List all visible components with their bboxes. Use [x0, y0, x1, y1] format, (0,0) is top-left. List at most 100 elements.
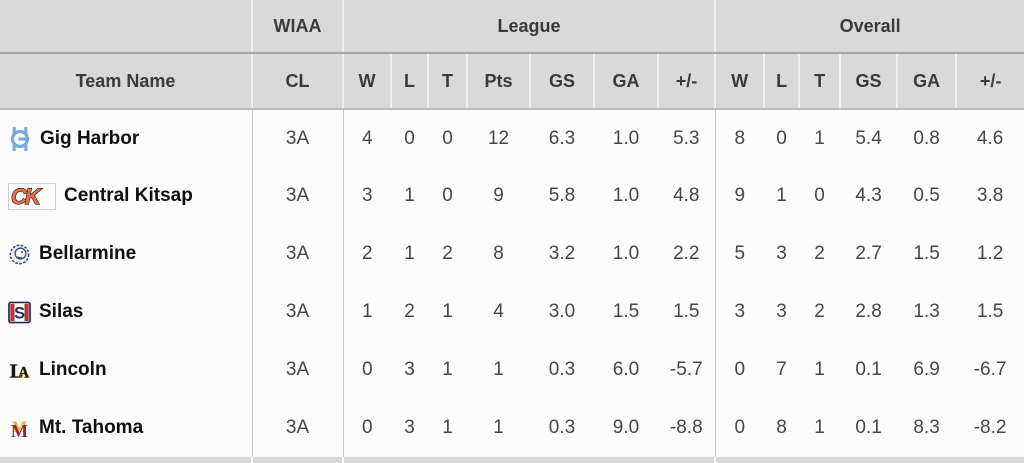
team-cell: Bellarmine	[0, 225, 253, 283]
table-row: CK Central Kitsap 3A 3 1 0 9 5.8 1.0 4.8 9 1 0 4.3 0.5…	[0, 167, 1024, 225]
group-header-league: League	[341, 0, 716, 54]
gig-harbor-logo-icon	[8, 126, 32, 151]
league-plusminus-cell: 2.2	[658, 225, 716, 283]
overall-t-cell: 1	[799, 399, 841, 457]
league-plusminus-cell: -5.7	[658, 341, 716, 399]
cl-cell: 3A	[252, 109, 344, 167]
svg-text:L: L	[10, 360, 23, 381]
overall-l-cell: 7	[764, 341, 800, 399]
overall-plusminus-cell: 4.6	[956, 109, 1024, 167]
column-header-row: Team Name CL W L T Pts GS GA +/- W L T G…	[0, 53, 1024, 110]
group-header-overall: Overall	[714, 0, 1024, 54]
silas-logo-icon: S	[8, 301, 31, 324]
cl-cell: 3A	[252, 225, 344, 283]
team-cell: CK Central Kitsap	[0, 167, 253, 225]
overall-t-cell: 1	[799, 109, 841, 167]
table-row: L A Lincoln 3A 0 3 1 1 0.3 6.0 -5.7 0 7 1 0.1 6.9 -6.7	[0, 341, 1024, 399]
overall-l-cell: 8	[764, 399, 800, 457]
overall-t-cell: 0	[799, 167, 841, 225]
league-w-cell: 2	[343, 225, 391, 283]
league-pts-cell: 12	[467, 109, 530, 167]
overall-w-cell: 9	[715, 167, 765, 225]
league-w-cell: 3	[343, 167, 391, 225]
cl-cell: 3A	[252, 341, 344, 399]
team-cell: S Silas	[0, 283, 253, 341]
overall-ga-cell: 1.5	[897, 225, 957, 283]
overall-ga-cell: 0.5	[897, 167, 957, 225]
league-w-cell: 4	[343, 109, 391, 167]
league-gs-cell: 3.0	[530, 283, 594, 341]
overall-w-cell: 0	[715, 399, 765, 457]
league-l-cell: 3	[391, 341, 428, 399]
league-t-cell: 1	[428, 341, 467, 399]
overall-w-cell: 0	[715, 341, 765, 399]
svg-text:CK: CK	[11, 184, 43, 209]
league-l-cell: 0	[391, 109, 428, 167]
league-ga-cell: 9.0	[594, 399, 658, 457]
bellarmine-logo-icon	[8, 243, 31, 266]
column-header-team-name: Team Name	[0, 53, 252, 110]
league-pts-cell: 8	[467, 225, 530, 283]
column-header-overall-plusminus: +/-	[955, 53, 1024, 110]
column-header-league-t: T	[427, 53, 467, 110]
team-name: Bellarmine	[39, 243, 137, 264]
svg-text:S: S	[14, 304, 25, 322]
cl-cell: 3A	[252, 283, 344, 341]
table-row: M M Mt. Tahoma 3A 0 3 1 1 0.3 9.0 -8.8 0 8 1 0.1 8.3 -8.…	[0, 399, 1024, 457]
table-row: Bellarmine 3A 2 1 2 8 3.2 1.0 2.2 5 3 2 2.7 1.5 1.2	[0, 225, 1024, 283]
league-t-cell: 0	[428, 167, 467, 225]
overall-l-cell: 3	[764, 225, 800, 283]
cl-cell: 3A	[252, 167, 344, 225]
column-header-league-ga: GA	[593, 53, 658, 110]
league-t-cell: 0	[428, 109, 467, 167]
league-l-cell: 2	[391, 283, 428, 341]
overall-plusminus-cell: -6.7	[956, 341, 1024, 399]
table-row: S Silas 3A 1 2 1 4 3.0 1.5 1.5 3 3 2 2.8 1.3 1.5	[0, 283, 1024, 341]
league-w-cell: 0	[343, 341, 391, 399]
league-w-cell: 1	[343, 283, 391, 341]
overall-gs-cell: 0.1	[840, 341, 898, 399]
standings-body: Gig Harbor 3A 4 0 0 12 6.3 1.0 5.3 8 0 1 5.4 0.8 4.6 CK…	[0, 109, 1024, 457]
overall-plusminus-cell: 3.8	[956, 167, 1024, 225]
column-header-overall-ga: GA	[896, 53, 957, 110]
column-header-overall-t: T	[798, 53, 841, 110]
svg-text:M: M	[11, 421, 28, 440]
column-header-cl: CL	[251, 53, 343, 110]
table-row: Gig Harbor 3A 4 0 0 12 6.3 1.0 5.3 8 0 1 5.4 0.8 4.6	[0, 109, 1024, 167]
team-name: Mt. Tahoma	[39, 417, 144, 438]
overall-gs-cell: 0.1	[840, 399, 898, 457]
overall-l-cell: 3	[764, 283, 800, 341]
overall-w-cell: 8	[715, 109, 765, 167]
group-header-row: WIAA League Overall	[0, 0, 1024, 54]
overall-l-cell: 0	[764, 109, 800, 167]
overall-plusminus-cell: -8.2	[956, 399, 1024, 457]
league-ga-cell: 1.0	[594, 225, 658, 283]
overall-plusminus-cell: 1.5	[956, 283, 1024, 341]
column-header-overall-l: L	[763, 53, 800, 110]
team-cell: L A Lincoln	[0, 341, 253, 399]
team-cell: Gig Harbor	[0, 109, 253, 167]
league-pts-cell: 1	[467, 341, 530, 399]
team-name: Gig Harbor	[40, 127, 140, 149]
league-plusminus-cell: 5.3	[658, 109, 716, 167]
league-l-cell: 1	[391, 167, 428, 225]
overall-t-cell: 1	[799, 341, 841, 399]
league-gs-cell: 0.3	[530, 399, 594, 457]
overall-ga-cell: 1.3	[897, 283, 957, 341]
league-plusminus-cell: 4.8	[658, 167, 716, 225]
overall-l-cell: 1	[764, 167, 800, 225]
column-header-league-w: W	[342, 53, 391, 110]
league-t-cell: 2	[428, 225, 467, 283]
group-header-wiaa: WIAA	[251, 0, 343, 54]
overall-gs-cell: 2.8	[840, 283, 898, 341]
league-pts-cell: 9	[467, 167, 530, 225]
overall-gs-cell: 2.7	[840, 225, 898, 283]
league-plusminus-cell: 1.5	[658, 283, 716, 341]
column-header-league-plusminus: +/-	[656, 53, 716, 110]
overall-w-cell: 5	[715, 225, 765, 283]
overall-ga-cell: 8.3	[897, 399, 957, 457]
column-header-league-l: L	[390, 53, 428, 110]
